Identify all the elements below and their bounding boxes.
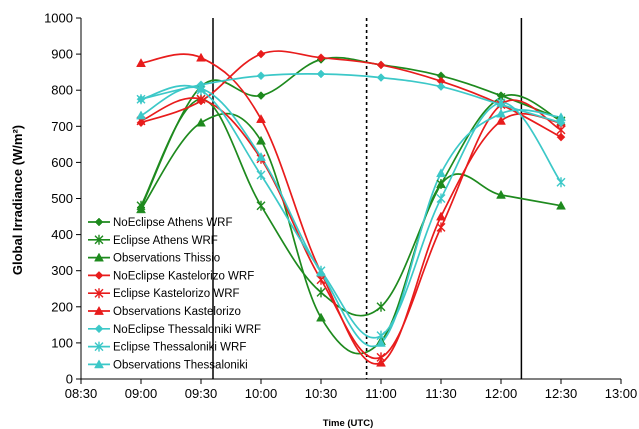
y-tick-label-8: 800: [51, 83, 73, 98]
x-axis-label: Time (UTC): [323, 418, 374, 429]
series-8-point-5: [436, 168, 446, 178]
series-5-point-6: [496, 115, 506, 125]
y-tick-label-5: 500: [51, 191, 73, 206]
series-2-point-3: [316, 312, 326, 322]
series-line-7: [140, 84, 562, 339]
plot-axes: [76, 17, 622, 384]
series-5-point-4: [376, 357, 386, 367]
legend-marker-3: [94, 271, 104, 280]
x-tick-label-0: 08:30: [65, 386, 98, 401]
legend-marker-7: [94, 341, 104, 352]
series-6-point-4: [376, 73, 386, 82]
series-4-point-1: [196, 94, 206, 105]
x-tick-label-6: 11:30: [425, 386, 457, 401]
x-tick-label-7: 12:00: [485, 386, 518, 401]
y-tick-label-6: 600: [51, 155, 73, 170]
series-6-point-3: [316, 69, 326, 79]
series-3-point-2: [256, 49, 266, 59]
y-tick-label-0: 0: [66, 372, 73, 387]
series-7-point-2: [256, 170, 266, 181]
series-8-point-1: [196, 83, 206, 93]
legend: NoEclipse Athens WRF Eclipse Athens WRF Ob…: [88, 217, 261, 371]
y-tick-labels: 0 100 200 300 400 500 600 700 800 900 1000: [44, 11, 73, 387]
x-tick-labels: 08:30 09:00 09:30 10:00 10:30 11:00 11:30 12:00…: [65, 386, 638, 401]
x-tick-label-2: 09:30: [185, 386, 218, 401]
legend-marker-5: [94, 305, 104, 315]
x-tick-label-5: 11:00: [365, 386, 397, 401]
legend-label-8: Observations Thessaloniki: [113, 359, 248, 371]
series-5-point-2: [256, 114, 266, 123]
series-5-point-1: [196, 52, 206, 62]
legend-label-1: Eclipse Athens WRF: [113, 235, 218, 247]
series-2-point-7: [556, 200, 566, 210]
series-7-point-5: [436, 193, 446, 204]
series-7-point-0: [136, 94, 146, 105]
legend-marker-4: [94, 288, 104, 299]
legend-label-6: NoEclipse Thessaloniki WRF: [113, 324, 261, 336]
series-2-point-1: [196, 117, 206, 127]
series-3-point-7: [556, 132, 566, 142]
series-line-2: [140, 112, 562, 355]
series-2-point-6: [496, 189, 506, 199]
legend-label-0: NoEclipse Athens WRF: [113, 217, 233, 229]
legend-label-5: Observations Kastelorizo: [113, 306, 241, 318]
x-tick-label-4: 10:30: [305, 386, 338, 401]
series-7-point-7: [556, 177, 566, 188]
y-tick-label-9: 900: [51, 47, 73, 62]
series-markers: [136, 49, 566, 367]
series-0-point-2: [256, 91, 266, 100]
series-8-point-2: [256, 151, 266, 161]
series-8-point-4: [376, 337, 386, 347]
legend-label-4: Eclipse Kastelorizo WRF: [113, 288, 240, 300]
series-3-point-3: [316, 53, 326, 63]
y-tick-label-10: 1000: [44, 11, 73, 26]
series-6-point-5: [436, 82, 446, 91]
legend-label-3: NoEclipse Kastelorizo WRF: [113, 270, 254, 282]
series-4-point-5: [436, 222, 446, 233]
series-2-point-5: [436, 179, 446, 188]
legend-label-7: Eclipse Thessaloniki WRF: [113, 342, 246, 354]
legend-marker-6: [94, 324, 104, 334]
series-1-point-3: [316, 287, 326, 298]
series-line-1: [140, 94, 562, 317]
x-tick-label-8: 12:30: [545, 386, 578, 401]
series-1-point-2: [256, 200, 266, 211]
series-4-point-3: [316, 274, 326, 285]
series-2-point-2: [256, 135, 266, 145]
series-8-point-0: [136, 110, 146, 120]
legend-label-2: Observations Thissio: [113, 253, 220, 265]
y-tick-label-3: 300: [51, 263, 73, 278]
y-axis-label: Global Irradiance (W/m²): [10, 125, 25, 275]
legend-marker-8: [94, 359, 104, 369]
series-6-point-2: [256, 71, 266, 81]
x-tick-label-3: 10:00: [245, 386, 278, 401]
y-tick-label-1: 100: [51, 335, 73, 350]
x-tick-label-1: 09:00: [125, 386, 158, 401]
x-tick-label-9: 13:00: [605, 386, 638, 401]
series-8-point-3: [316, 267, 326, 277]
y-tick-label-4: 400: [51, 227, 73, 242]
series-8-point-6: [496, 108, 506, 118]
series-line-8: [140, 86, 562, 348]
series-8-point-7: [556, 112, 566, 122]
series-5-point-5: [436, 211, 446, 221]
series-5-point-0: [136, 58, 146, 67]
series-1-point-4: [376, 301, 386, 312]
series-line-5: [140, 53, 562, 365]
series-7-point-6: [496, 97, 506, 108]
series-2-point-0: [136, 204, 146, 214]
legend-marker-0: [94, 217, 104, 227]
legend-marker-2: [94, 252, 104, 262]
legend-marker-1: [94, 234, 104, 245]
y-tick-label-7: 700: [51, 119, 73, 134]
y-tick-label-2: 200: [51, 299, 73, 314]
series-line-0: [140, 56, 562, 208]
series-3-point-4: [376, 60, 386, 70]
series-line-6: [140, 72, 562, 124]
